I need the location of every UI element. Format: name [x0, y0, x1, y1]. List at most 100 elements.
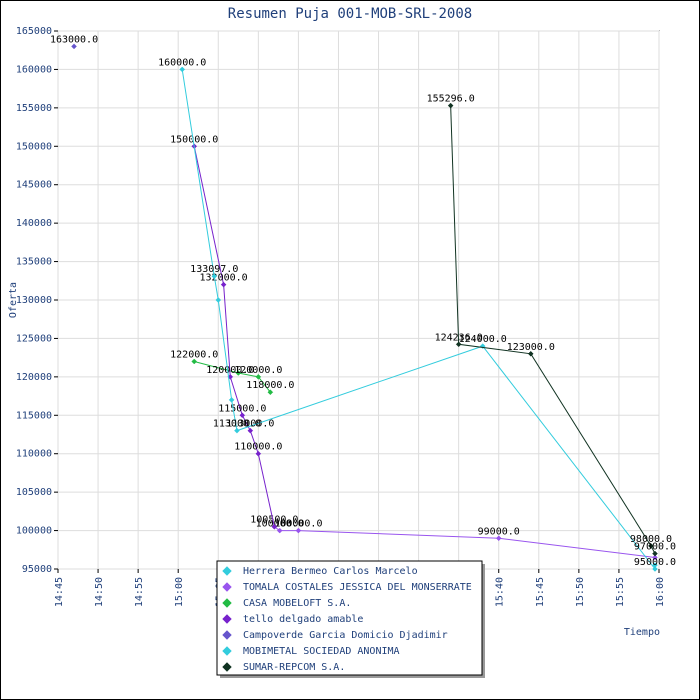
y-tick-label: 140000	[16, 218, 52, 229]
data-point	[71, 43, 77, 50]
legend-marker	[222, 630, 232, 640]
data-label: 120000.0	[206, 365, 254, 376]
legend-marker	[222, 614, 232, 624]
y-tick-label: 130000	[16, 295, 52, 306]
y-tick-label: 120000	[16, 372, 52, 383]
series-group: 100500.0100000.0100000.099000.0122000.01…	[50, 34, 676, 572]
data-label: 118000.0	[246, 380, 294, 391]
data-point	[652, 566, 658, 572]
data-point	[648, 543, 654, 549]
y-tick-label: 105000	[16, 487, 52, 498]
x-tick-label: 15:00	[174, 577, 185, 607]
legend-marker	[222, 598, 232, 608]
grid-lines	[57, 30, 660, 570]
data-point	[447, 102, 454, 109]
data-point	[220, 281, 227, 288]
data-point	[179, 66, 186, 73]
data-label: 100000.0	[256, 519, 304, 530]
data-point	[228, 397, 235, 403]
data-label: 98000.0	[630, 534, 672, 545]
x-tick-label: 15:55	[615, 577, 626, 607]
data-point	[276, 527, 283, 534]
data-point	[652, 550, 658, 557]
data-label: 97000.0	[634, 542, 676, 553]
data-label: 160000.0	[158, 57, 206, 68]
data-label: 124000.0	[459, 334, 507, 345]
data-label: 100000.0	[274, 519, 322, 530]
legend-entry: Campoverde Garcia Domicio Djadimir	[243, 630, 448, 641]
data-point	[211, 273, 218, 280]
data-point	[235, 370, 242, 376]
x-tick-label: 14:50	[94, 577, 105, 607]
y-tick-label: 110000	[16, 449, 52, 460]
data-label: 124236.0	[435, 332, 483, 343]
x-tick-label: 15:40	[495, 577, 506, 607]
series-line	[194, 361, 271, 393]
data-label: 99000.0	[478, 526, 520, 537]
data-point	[271, 523, 278, 530]
legend-entry: tello delgado amable	[243, 614, 363, 625]
y-tick-label: 145000	[16, 180, 52, 191]
x-axis-label: Tiempo	[624, 627, 660, 638]
data-label: 163000.0	[50, 34, 98, 45]
data-label: 150000.0	[170, 134, 218, 145]
data-point	[255, 450, 262, 457]
data-label: 155296.0	[427, 94, 475, 105]
legend-box	[216, 560, 483, 676]
data-point	[191, 358, 198, 365]
legend-entry: CASA MOBELOFT S.A.	[243, 598, 351, 609]
series-4: 163000.0	[50, 34, 98, 50]
chart-title: Resumen Puja 001-MOB-SRL-2008	[228, 6, 472, 22]
y-tick-label: 150000	[16, 141, 52, 152]
legend-entry: Herrera Bermeo Carlos Marcelo	[243, 566, 418, 577]
x-tick-label: 14:45	[54, 577, 65, 607]
y-tick-label: 165000	[16, 26, 52, 37]
y-tick-label: 125000	[16, 333, 52, 344]
data-point	[239, 412, 246, 419]
x-tick-label: 15:45	[535, 577, 546, 607]
x-tick-label: 14:55	[134, 577, 145, 607]
series-2: 122000.0 120000.0 118000.0	[170, 349, 294, 396]
data-label: 113000.0	[213, 419, 261, 430]
legend-entry: SUMAR-REPCOM S.A.	[243, 662, 345, 673]
series-5: 160000.0 133097.0 113000.0 124000.0 95000.0	[158, 57, 676, 572]
y-tick-label: 100000	[16, 526, 52, 537]
data-label: 110000.0	[234, 442, 282, 453]
legend-marker	[222, 646, 232, 656]
data-label: 133097.0	[190, 264, 238, 275]
data-label: 120000.0	[234, 365, 282, 376]
data-label: 95000.0	[634, 557, 676, 568]
data-label: 100500.0	[250, 515, 298, 526]
y-tick-label: 155000	[16, 103, 52, 114]
data-point	[652, 554, 658, 561]
legend-entry: TOMALA COSTALES JESSICA DEL MONSERRATE	[243, 582, 472, 593]
y-tick-label: 115000	[16, 410, 52, 421]
legend-marker	[222, 566, 232, 576]
data-point	[215, 297, 222, 303]
legend: Herrera Bermeo Carlos Marcelo TOMALA COST…	[216, 560, 485, 678]
data-point	[495, 535, 502, 542]
data-label: 132000.0	[200, 273, 248, 284]
data-point	[247, 427, 254, 434]
y-tick-label: 135000	[16, 257, 52, 268]
data-label: 122000.0	[170, 349, 218, 360]
y-tick-label: 95000	[22, 564, 52, 575]
y-axis-label: Oferta	[8, 282, 19, 318]
data-label: 115000.0	[218, 403, 266, 414]
data-point	[295, 527, 302, 534]
data-point	[527, 350, 534, 357]
y-axis-ticks: 95000 100000 105000 110000 115000 120000 12500…	[16, 26, 58, 575]
y-tick-label: 160000	[16, 64, 52, 75]
x-tick-label: 16:00	[655, 577, 666, 607]
data-label: 113000.0	[226, 419, 274, 430]
legend-marker	[222, 662, 232, 672]
data-point	[267, 389, 274, 396]
series-3: 150000.0 132000.0 120000.0 115000.0 113000.0…	[170, 134, 282, 530]
data-point	[455, 341, 462, 348]
legend-entry: MOBIMETAL SOCIEDAD ANONIMA	[243, 646, 400, 657]
x-tick-label: 15:50	[575, 577, 586, 607]
legend-marker	[222, 582, 232, 592]
data-point	[234, 427, 240, 434]
